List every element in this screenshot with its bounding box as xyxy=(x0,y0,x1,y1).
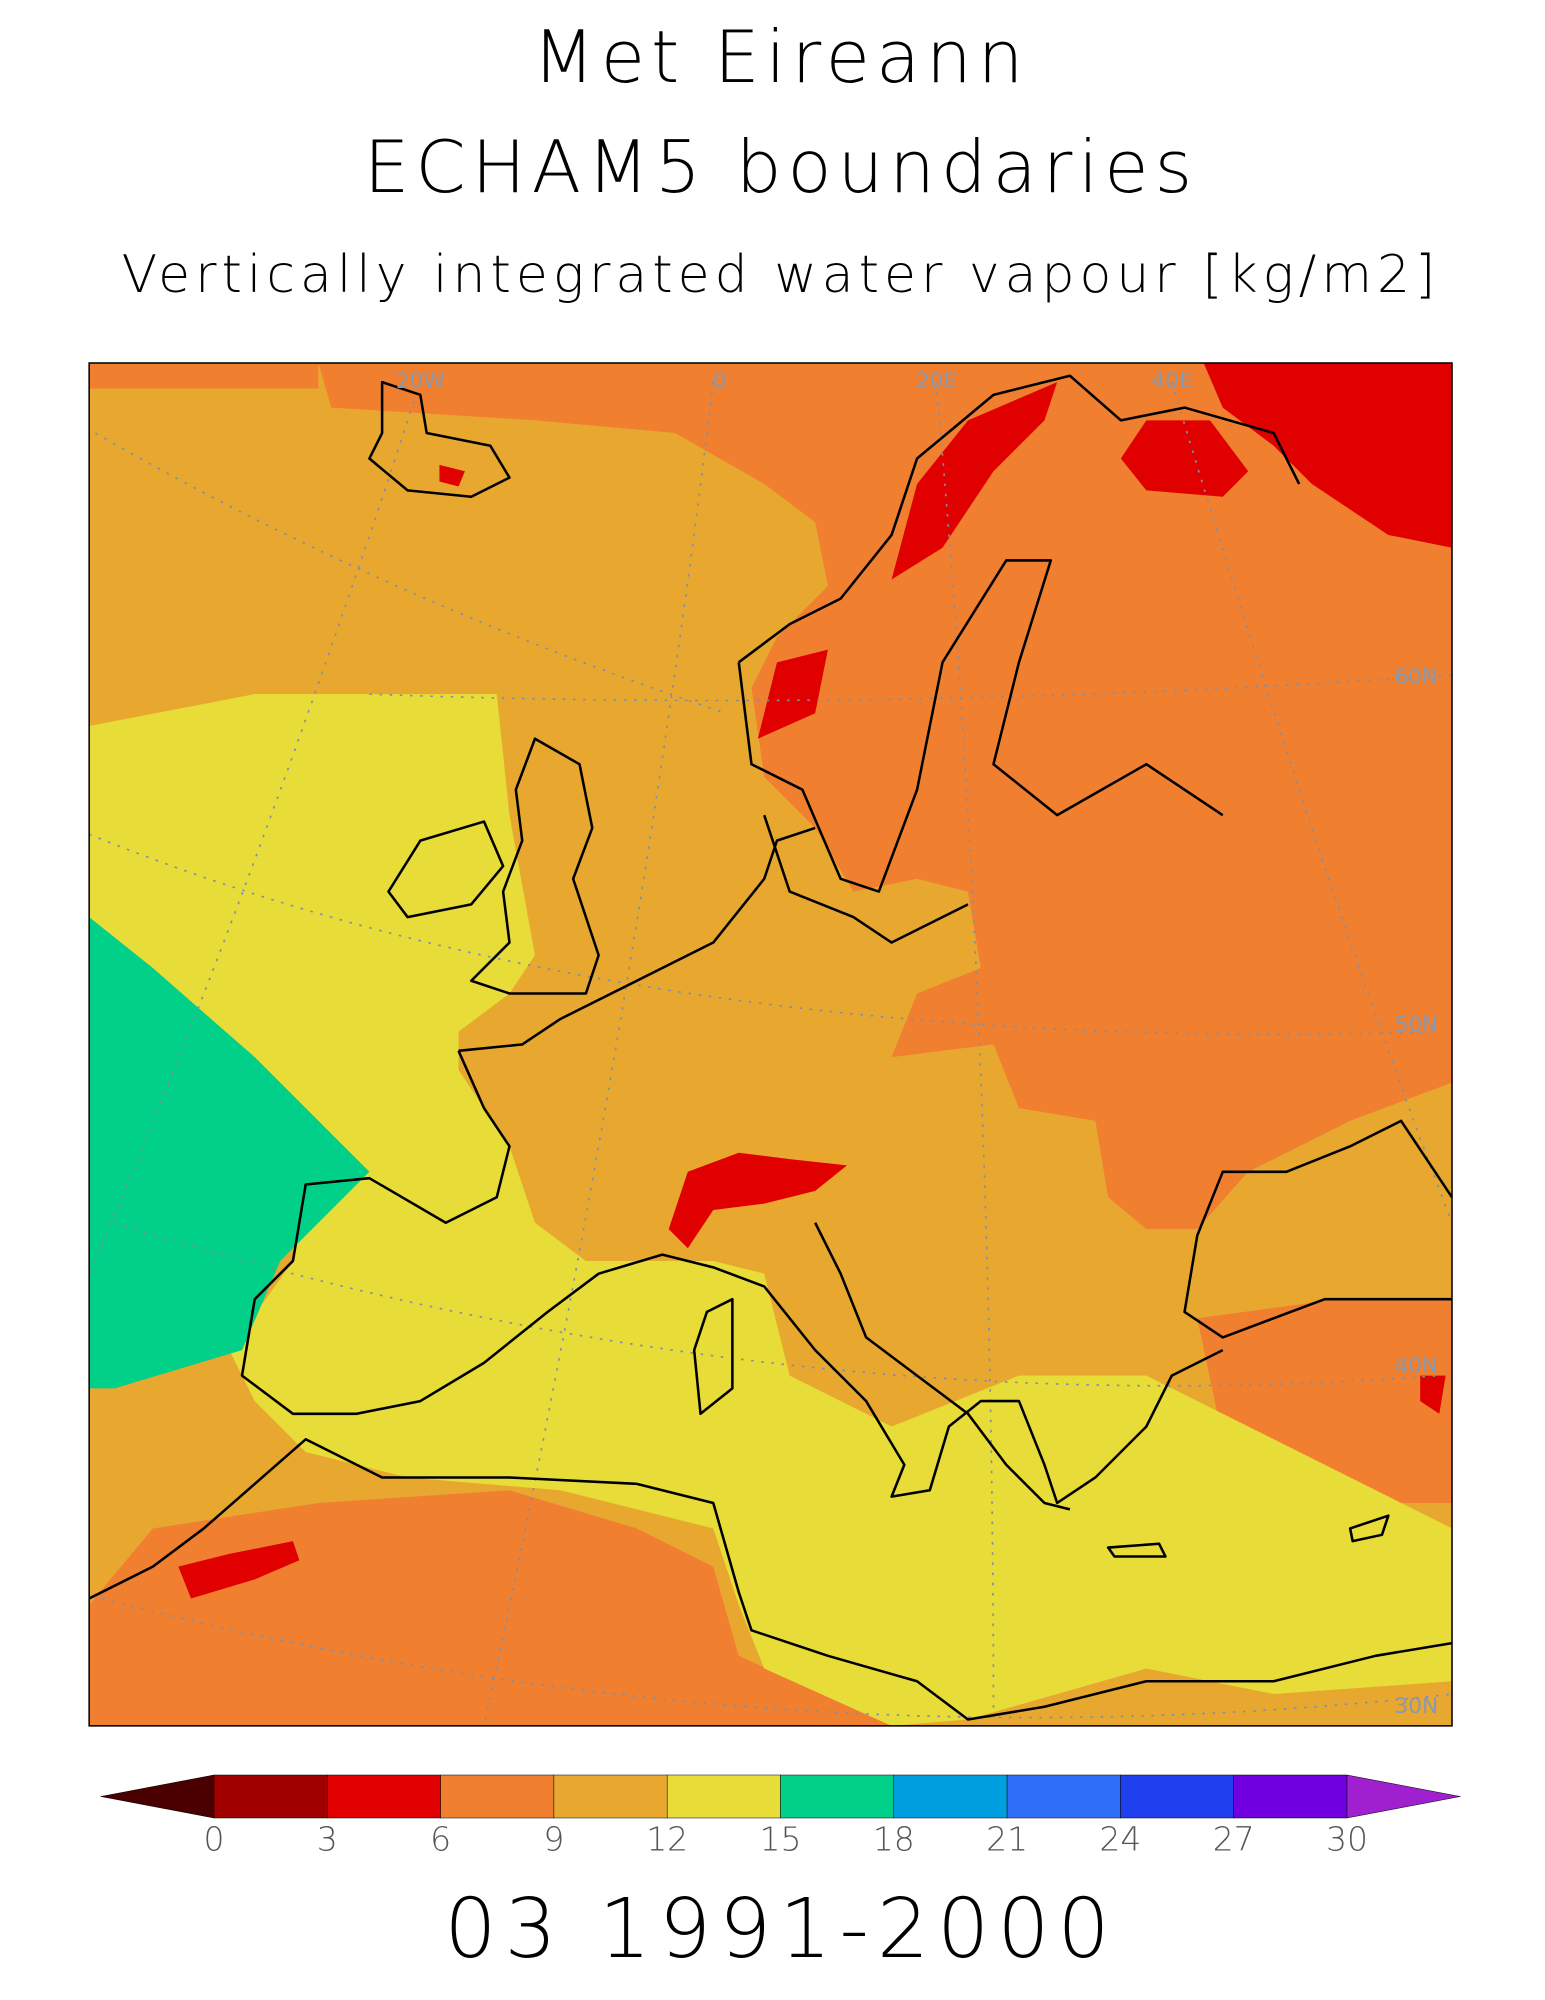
colorbar-segment xyxy=(1233,1774,1348,1819)
colorbar-segment xyxy=(327,1774,441,1819)
colorbar-tick-label: 15 xyxy=(760,1820,802,1859)
graticule xyxy=(89,381,1453,1726)
map: 20W 0 20E 40E 60N 50N 40N 30N xyxy=(88,362,1453,1727)
coastline xyxy=(89,1297,1453,1721)
colorbar-tick-label: 21 xyxy=(986,1820,1028,1859)
coastline xyxy=(240,826,1453,1505)
coastline xyxy=(387,820,505,919)
colorbar-segment xyxy=(553,1774,668,1819)
coastline xyxy=(1106,1514,1390,1558)
coastline xyxy=(814,1222,1071,1511)
colorbar-segment xyxy=(440,1774,555,1819)
coastline xyxy=(737,374,1301,944)
graticule-label: 40N xyxy=(1394,1354,1438,1379)
field-3-6 xyxy=(178,1541,300,1599)
graticule-label: 0 xyxy=(713,369,727,394)
colorbar-segment xyxy=(780,1774,895,1819)
colorbar-segment xyxy=(1120,1774,1234,1819)
field-6-9 xyxy=(89,363,319,389)
colorbar-segment xyxy=(666,1774,781,1819)
subtitle: ECHAM5 boundaries xyxy=(364,125,1198,209)
coastline xyxy=(469,737,600,995)
colorbar-tick-label: 9 xyxy=(543,1820,564,1859)
field-6-9 xyxy=(318,363,1453,1230)
colorbar-extend-high xyxy=(1346,1774,1461,1819)
graticule-label: 60N xyxy=(1394,665,1438,690)
colorbar-tick-label: 30 xyxy=(1326,1820,1368,1859)
field-3-6 xyxy=(757,649,828,739)
colorbar-tick-label: 6 xyxy=(430,1820,451,1859)
coastline xyxy=(368,380,511,499)
field-3-6 xyxy=(1120,420,1249,497)
colorbar-tick-label: 0 xyxy=(204,1820,225,1859)
title: Met Eireann xyxy=(533,15,1030,99)
field-15-18 xyxy=(89,917,370,1389)
colorbar-extend-low xyxy=(100,1774,215,1819)
field-3-6 xyxy=(1203,363,1453,548)
field-3-6 xyxy=(439,464,465,487)
graticule-label: 20W xyxy=(396,369,445,394)
colorbar-segment xyxy=(893,1774,1008,1819)
field-3-6 xyxy=(668,1152,848,1249)
colorbar-tick-label: 27 xyxy=(1213,1820,1255,1859)
colorbar-segment xyxy=(1006,1774,1121,1819)
variable-title: Vertically integrated water vapour [kg/m… xyxy=(122,245,1441,305)
colorbar-tick-label: 3 xyxy=(317,1820,338,1859)
footer: 03 1991-2000 xyxy=(444,1882,1117,1977)
graticule-label: 30N xyxy=(1394,1694,1438,1719)
colorbar-segment xyxy=(213,1774,328,1819)
colorbar: 0 3 6 9 12 15 18 21 24 27 30 xyxy=(100,1774,1461,1859)
colorbar-tick-label: 18 xyxy=(873,1820,915,1859)
graticule-label: 50N xyxy=(1394,1012,1438,1037)
field-12-15 xyxy=(89,694,1453,1726)
field-3-6 xyxy=(891,382,1058,580)
map-frame xyxy=(88,362,1453,1727)
field-3-6 xyxy=(1420,1375,1446,1414)
colorbar-tick-label: 24 xyxy=(1099,1820,1141,1859)
graticule-label: 20E xyxy=(916,369,957,394)
colorbar-tick-label: 12 xyxy=(646,1820,688,1859)
graticule-label: 40E xyxy=(1151,369,1192,394)
